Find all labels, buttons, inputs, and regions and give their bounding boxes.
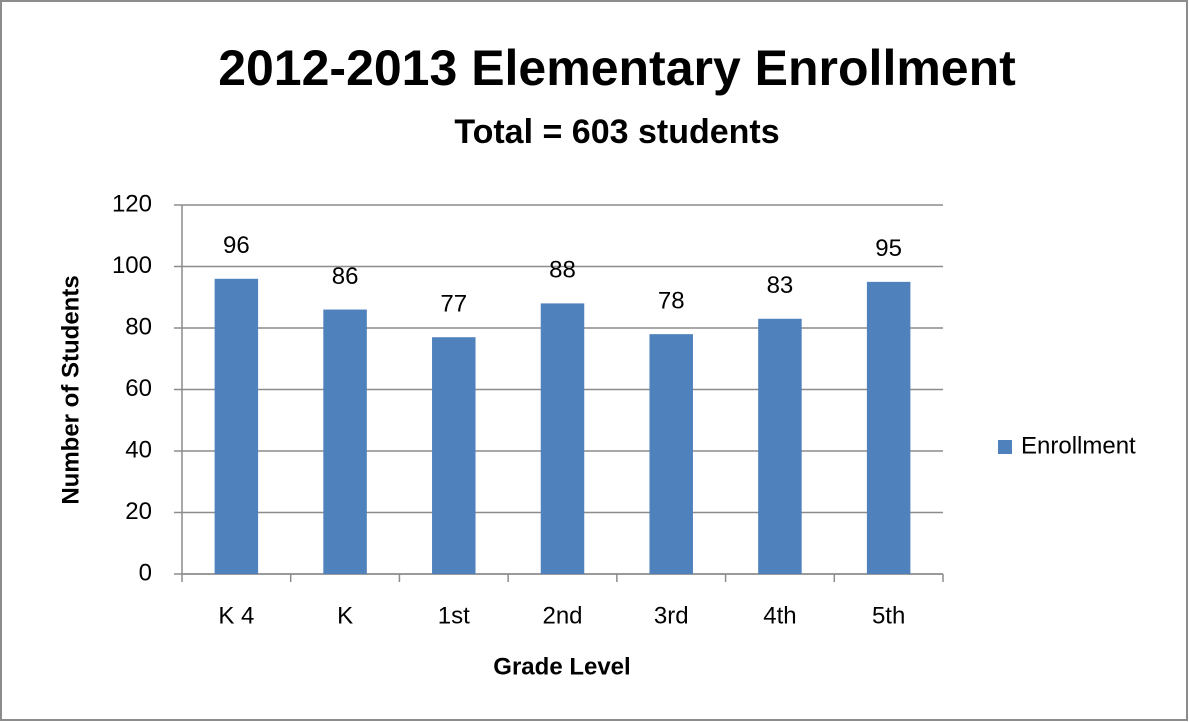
x-tick-label: 3rd [654, 602, 689, 629]
bar [866, 281, 911, 574]
x-tick-label: 2nd [542, 602, 582, 629]
x-tick-label: 1st [438, 602, 470, 629]
bar [540, 303, 585, 574]
bar [214, 278, 259, 574]
data-label: 77 [440, 291, 467, 318]
data-label: 88 [549, 257, 576, 284]
chart-title: 2012-2013 Elementary Enrollment [218, 40, 1016, 96]
data-label: 96 [223, 232, 250, 259]
bar [649, 334, 693, 574]
legend-label: Enrollment [1021, 432, 1136, 459]
data-label: 83 [767, 272, 794, 299]
x-tick-label: K [337, 602, 353, 629]
data-label: 86 [332, 263, 359, 290]
y-tick-label: 20 [125, 498, 152, 525]
bar [758, 318, 802, 574]
data-label: 95 [875, 235, 902, 262]
y-tick-label: 120 [112, 190, 152, 217]
x-tick-label: 5th [872, 602, 905, 629]
chart-subtitle: Total = 603 students [454, 113, 779, 151]
x-tick-label: 4th [763, 602, 796, 629]
bar [432, 337, 476, 574]
y-tick-label: 40 [125, 436, 152, 463]
bar [323, 309, 367, 574]
legend-swatch [998, 440, 1012, 454]
y-tick-label: 100 [112, 252, 152, 279]
x-tick-label: K 4 [218, 602, 254, 629]
y-tick-label: 80 [125, 313, 152, 340]
data-label: 78 [658, 287, 685, 314]
y-tick-label: 0 [139, 559, 152, 586]
y-tick-label: 60 [125, 375, 152, 402]
y-axis-label: Number of Students [57, 275, 84, 504]
x-axis-label: Grade Level [493, 653, 630, 680]
